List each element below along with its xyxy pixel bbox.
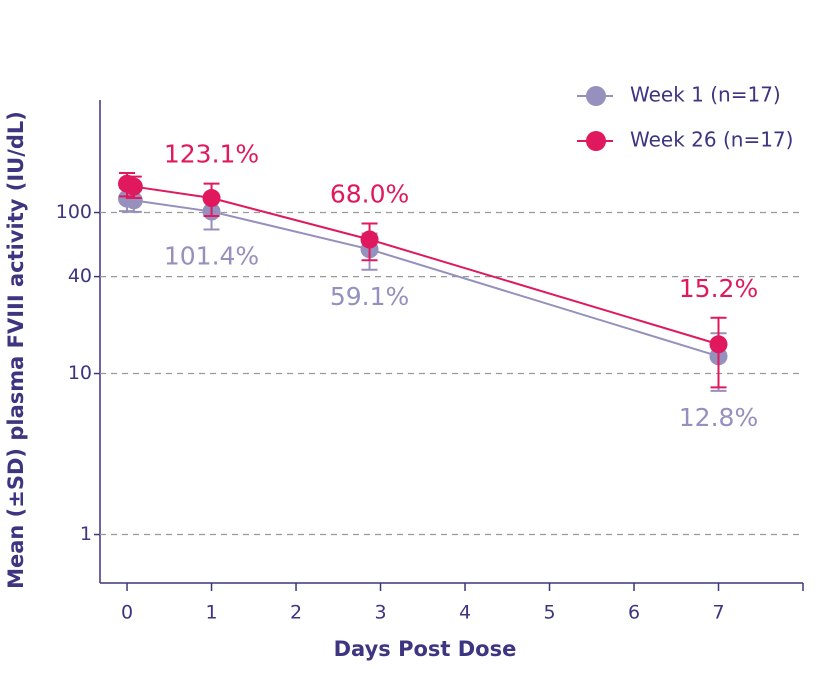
x-tick-label: 0 [121,602,133,624]
y-tick-label: 10 [68,362,92,384]
y-tick-label: 100 [56,201,92,223]
legend-marker [586,131,606,151]
legend-marker [586,86,606,106]
x-tick-label: 7 [712,602,724,624]
data-label: 59.1% [330,282,409,311]
x-tick-label: 4 [459,602,471,624]
y-axis-title: Mean (±SD) plasma FVIII activity (IU/dL) [4,111,28,589]
series-line [126,197,719,358]
x-tick-label: 5 [543,602,555,624]
data-point [360,230,379,249]
data-point [124,177,143,196]
legend-label: Week 26 (n=17) [630,128,793,152]
y-tick-label: 40 [68,265,92,287]
legend-label: Week 1 (n=17) [630,83,781,107]
data-point [202,189,221,208]
data-label: 68.0% [330,179,409,208]
x-tick-label: 2 [290,602,302,624]
data-label: 15.2% [679,274,758,303]
x-tick-label: 3 [374,602,386,624]
data-label: 101.4% [164,242,259,271]
x-tick-label: 6 [628,602,640,624]
data-label: 12.8% [679,403,758,432]
data-point [709,335,728,354]
y-tick-label: 1 [80,523,92,545]
x-tick-label: 1 [205,602,217,624]
x-axis-title: Days Post Dose [334,637,517,661]
data-label: 123.1% [164,140,259,169]
